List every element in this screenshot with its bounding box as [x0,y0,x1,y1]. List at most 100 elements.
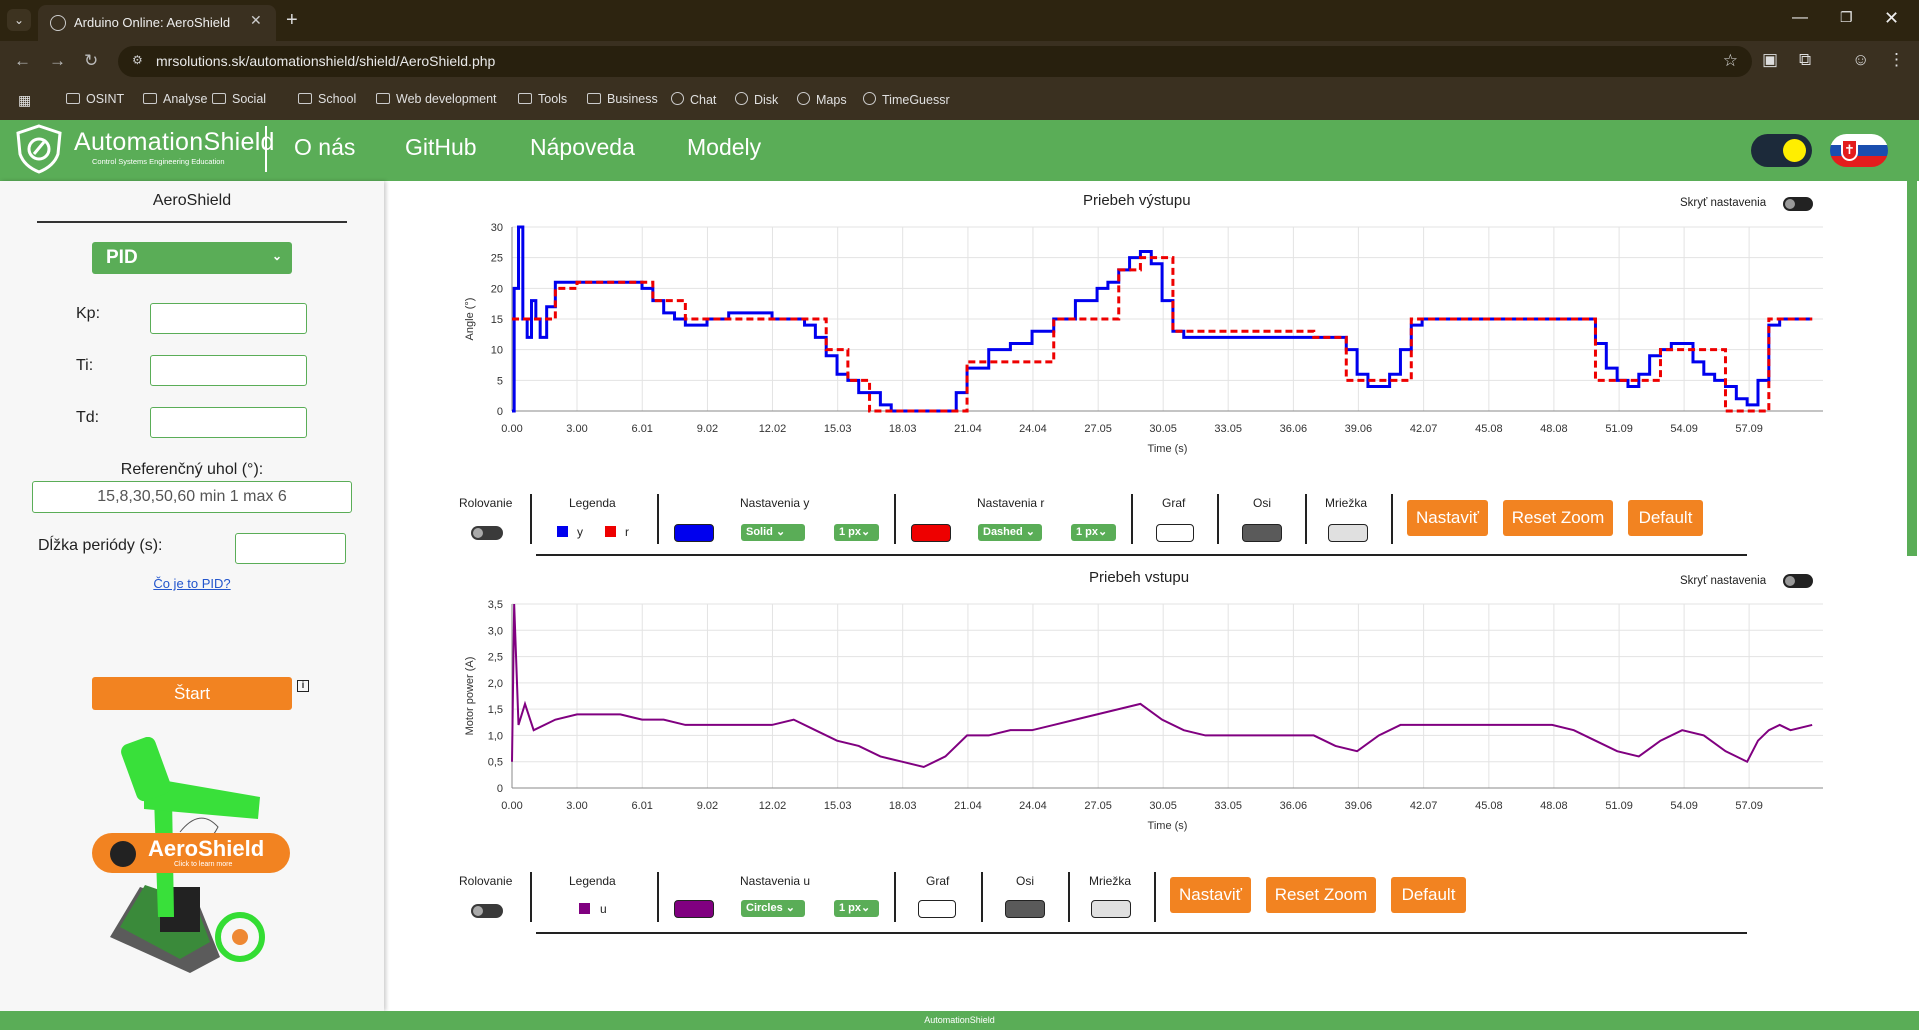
width-r-select[interactable]: 1 px⌄ [1071,524,1116,541]
bookmark-timeguessr[interactable]: TimeGuessr [863,92,950,107]
browser-tab[interactable]: Arduino Online: AeroShield ✕ [38,5,276,41]
style-u-select[interactable]: Circles ⌄ [741,900,805,917]
kp-label: Kp: [76,305,101,322]
minimize-icon[interactable]: — [1792,9,1808,26]
x-tick-label: 9.02 [697,800,718,812]
x-tick-label: 33.05 [1214,423,1242,435]
new-tab-button[interactable]: + [286,9,298,31]
x-axis-label: Time (s) [1148,820,1188,832]
width-y-select[interactable]: 1 px⌄ [834,524,879,541]
bookmark-chat[interactable]: Chat [671,92,716,107]
grid-color-picker[interactable] [1328,524,1368,542]
reference-angle-input[interactable]: 15,8,30,50,60 min 1 max 6 [32,481,352,513]
tab-title: Arduino Online: AeroShield [74,15,231,30]
width-u-select[interactable]: 1 px⌄ [834,900,879,917]
apps-grid-icon[interactable]: ▦ [18,92,32,108]
period-length-input[interactable] [235,533,346,564]
extensions-icon[interactable]: ⧉ [1799,50,1812,69]
in-set-button[interactable]: Nastaviť [1170,877,1251,913]
x-tick-label: 39.06 [1345,800,1373,812]
period-length-label: Dĺžka periódy (s): [38,537,163,554]
axes-color-picker[interactable] [1242,524,1282,542]
bookmark-school[interactable]: School [298,92,356,106]
legend-r-swatch[interactable] [605,526,616,537]
nav-modely[interactable]: Modely [687,134,762,160]
x-tick-label: 54.09 [1670,800,1698,812]
legend-y-swatch[interactable] [557,526,568,537]
back-icon[interactable]: ← [14,51,31,70]
x-tick-label: 15.03 [824,423,852,435]
out-default-button[interactable]: Default [1628,500,1703,536]
series-r-line [512,256,1813,413]
x-tick-label: 57.09 [1735,800,1763,812]
bookmark-business[interactable]: Business [587,92,658,106]
close-icon[interactable]: ✕ [250,12,262,28]
in-graph-label: Graf [926,874,950,888]
info-icon[interactable]: i [297,680,309,692]
kp-input[interactable] [150,303,307,334]
site-info-icon[interactable]: ⚙ [132,53,143,67]
out-scroll-toggle[interactable] [471,526,503,540]
translate-icon[interactable]: ▣ [1762,50,1779,69]
color-y-picker[interactable] [674,524,714,542]
color-r-picker[interactable] [911,524,951,542]
in-grid-label: Mriežka [1089,874,1132,888]
automationshield-logo-icon[interactable] [14,124,64,174]
x-tick-label: 36.06 [1280,800,1308,812]
nav-github[interactable]: GitHub [405,134,477,160]
input-hide-settings-toggle[interactable] [1783,574,1813,588]
scrollbar-thumb[interactable] [1907,181,1917,556]
x-tick-label: 24.04 [1019,423,1047,435]
graph-color-picker[interactable] [1156,524,1194,542]
in-default-button[interactable]: Default [1391,877,1466,913]
menu-icon[interactable]: ⋮ [1888,50,1905,69]
github-aeroshield-button[interactable]: AeroShield Click to learn more [92,833,290,873]
tab-search-button[interactable]: ⌄ [7,9,31,31]
bookmark-star-icon[interactable]: ☆ [1722,51,1738,70]
x-tick-label: 21.04 [954,800,982,812]
legend-u-swatch[interactable] [579,903,590,914]
in-scroll-toggle[interactable] [471,904,503,918]
style-y-select[interactable]: Solid ⌄ [741,524,805,541]
nav-napoveda[interactable]: Nápoveda [530,134,635,160]
bookmark-osint[interactable]: OSINT [66,92,124,106]
out-set-button[interactable]: Nastaviť [1407,500,1488,536]
nav-o-nas[interactable]: O nás [294,134,356,160]
ti-input[interactable] [150,355,307,386]
mode-select[interactable]: PID ⌄ [92,242,292,274]
profile-icon[interactable]: ☺ [1852,50,1870,69]
page-scrollbar[interactable] [1904,181,1919,1011]
bookmark-maps[interactable]: Maps [797,92,847,107]
logo-text[interactable]: AutomationShield [74,128,275,156]
language-switch[interactable]: ✝ [1830,134,1888,167]
bookmark-analyse[interactable]: Analyse [143,92,207,106]
bookmark-social[interactable]: Social [212,92,266,106]
forward-icon[interactable]: → [49,51,66,70]
in-grid-color-picker[interactable] [1091,900,1131,918]
restore-icon[interactable]: ❐ [1840,9,1853,25]
color-u-picker[interactable] [674,900,714,918]
in-reset-zoom-button[interactable]: Reset Zoom [1266,877,1376,913]
input-chart[interactable]: 0 0,5 1,0 1,5 2,0 2,5 3,0 3,5 0.00 3.00 6.01 9.02 12… [455,592,1835,837]
reload-icon[interactable]: ↻ [84,51,99,70]
bookmark-tools[interactable]: Tools [518,92,567,106]
x-tick-label: 18.03 [889,423,917,435]
in-axes-color-picker[interactable] [1005,900,1045,918]
output-hide-settings-toggle[interactable] [1783,197,1813,211]
window-close-icon[interactable]: ✕ [1884,8,1900,28]
in-graph-color-picker[interactable] [918,900,956,918]
url-field[interactable]: ⚙ mrsolutions.sk/automationshield/shield… [118,46,1752,77]
style-r-select[interactable]: Dashed ⌄ [978,524,1042,541]
out-reset-zoom-button[interactable]: Reset Zoom [1503,500,1613,536]
x-tick-label: 6.01 [632,800,653,812]
theme-toggle[interactable] [1751,134,1812,167]
what-is-pid-link[interactable]: Čo je to PID? [153,576,231,591]
start-button[interactable]: Štart [92,677,292,710]
output-controls-underline [536,554,1747,556]
x-tick-label: 6.01 [632,423,653,435]
output-chart[interactable]: 0 5 10 15 20 25 30 0.00 3.00 6.01 9.02 12.02 15.03 18… [455,215,1835,460]
bookmark-disk[interactable]: Disk [735,92,778,107]
bookmark-web-development[interactable]: Web development [376,92,497,106]
td-input[interactable] [150,407,307,438]
ti-label: Ti: [76,357,94,374]
